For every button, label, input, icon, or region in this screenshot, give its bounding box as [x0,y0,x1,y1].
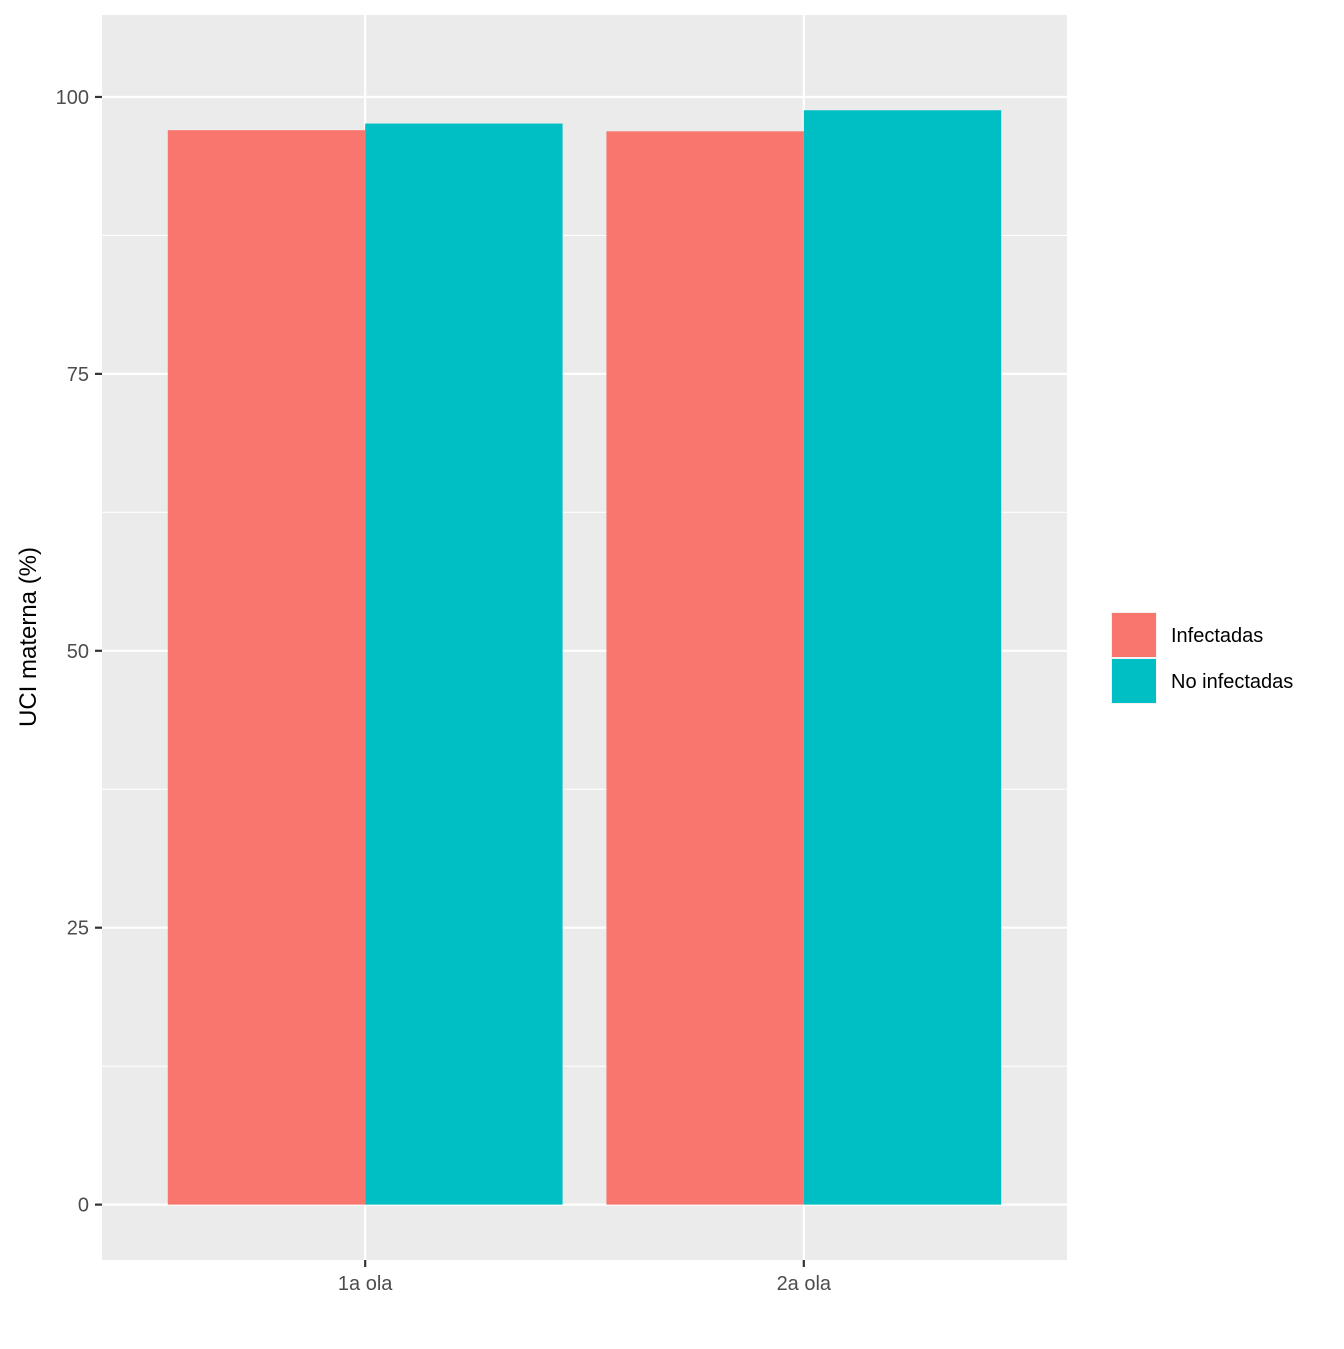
y-axis: 0 25 50 75 100 [56,87,102,1217]
y-tick-label: 50 [67,641,89,663]
x-axis: 1a ola 2a ola [338,1260,832,1295]
y-tick-label: 75 [67,364,89,386]
legend: Infectadas No infectadas [1111,612,1293,704]
bar [167,130,366,1205]
y-tick-label: 100 [56,87,89,109]
x-tick-label: 2a ola [777,1273,832,1295]
legend-label: Infectadas [1171,625,1263,647]
y-tick-label: 25 [67,918,89,940]
bar [365,123,563,1205]
y-axis-title: UCI materna (%) [15,547,42,727]
legend-swatch [1112,613,1156,657]
legend-label: No infectadas [1171,671,1293,693]
bar [606,131,804,1205]
bars [167,110,1002,1205]
bar [803,110,1002,1205]
legend-swatch [1112,659,1156,703]
x-tick-label: 1a ola [338,1273,393,1295]
y-tick-label: 0 [78,1195,89,1217]
